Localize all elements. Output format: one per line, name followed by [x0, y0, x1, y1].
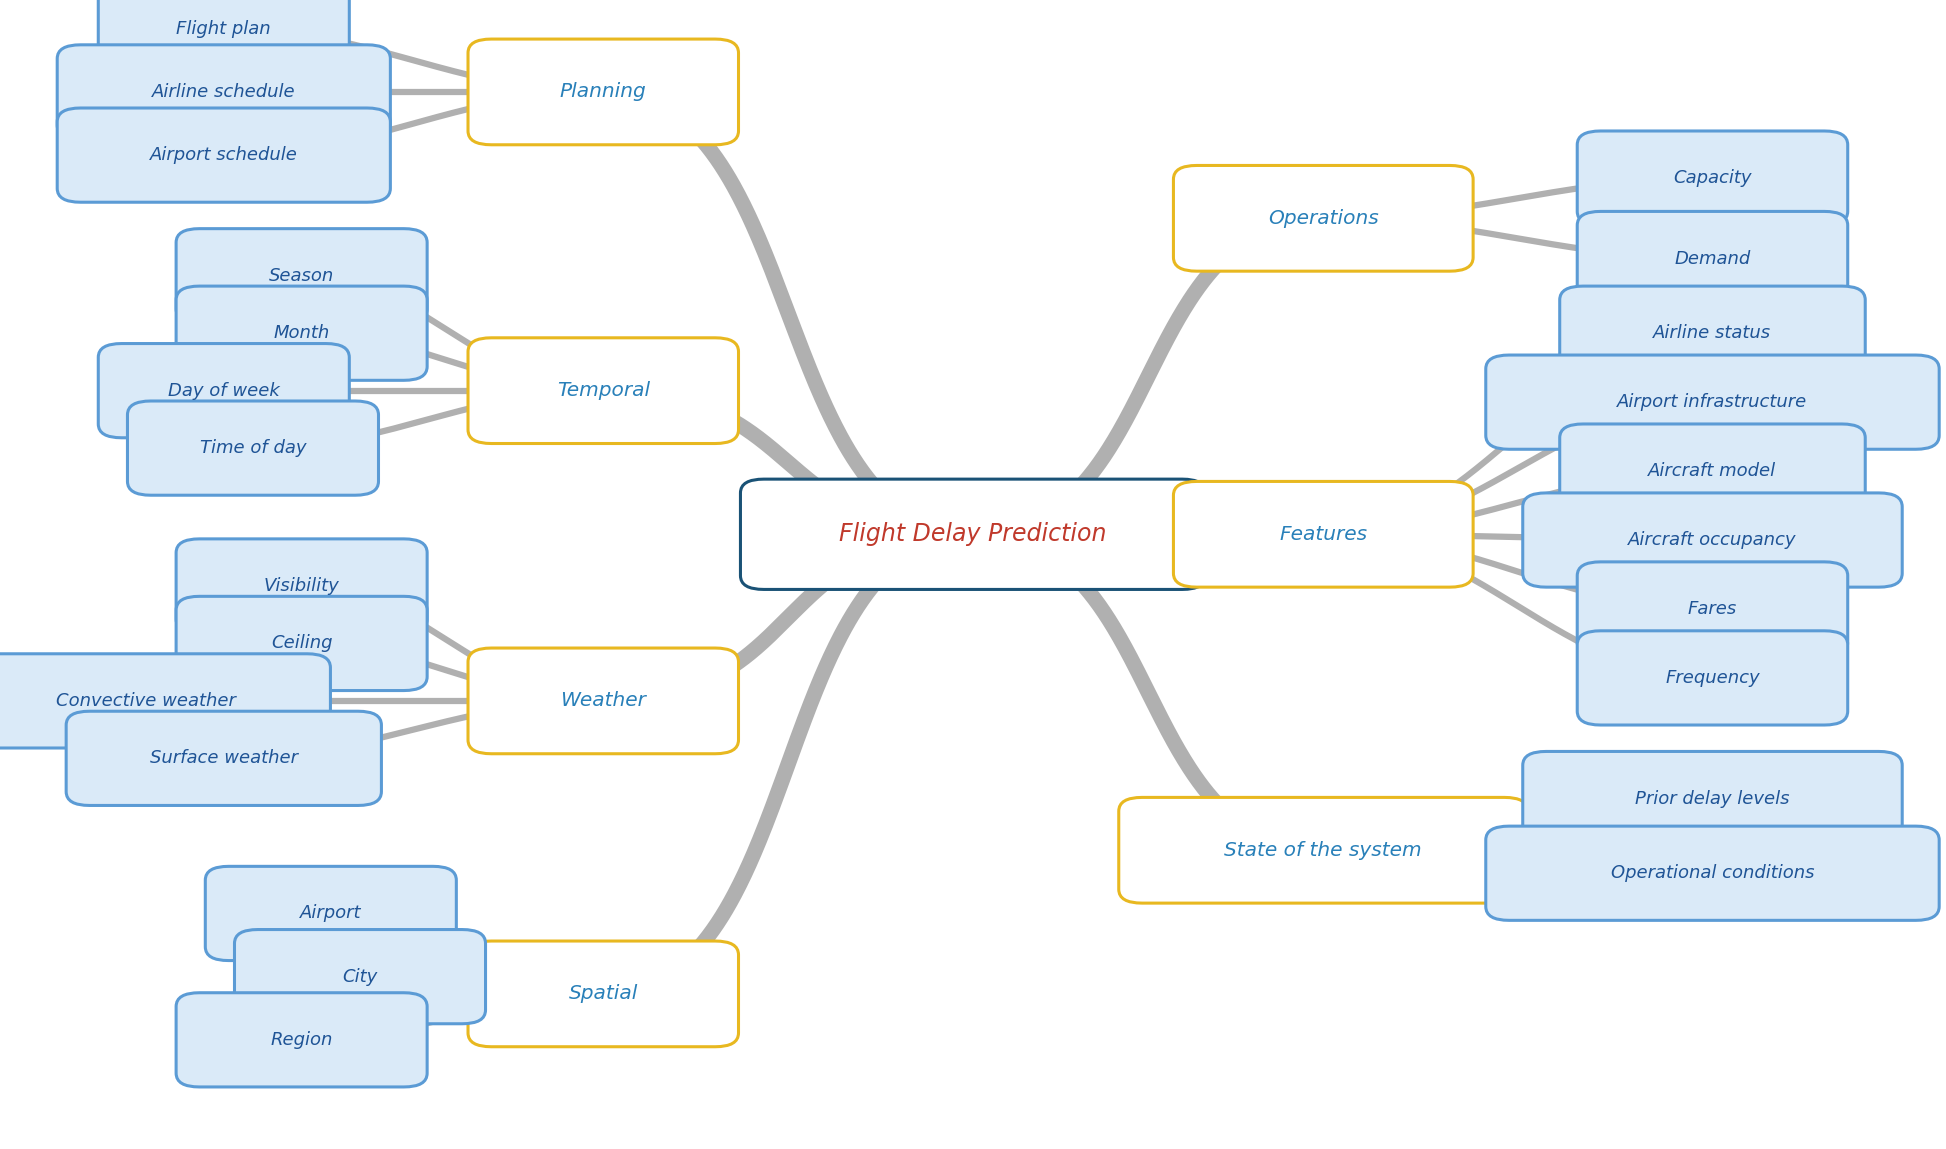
Text: Airport infrastructure: Airport infrastructure: [1617, 393, 1808, 411]
Text: Airport schedule: Airport schedule: [150, 146, 298, 164]
Text: Ceiling: Ceiling: [270, 634, 333, 653]
FancyBboxPatch shape: [1561, 424, 1864, 518]
Text: State of the system: State of the system: [1224, 841, 1423, 859]
FancyBboxPatch shape: [56, 108, 391, 202]
FancyBboxPatch shape: [1576, 631, 1849, 725]
FancyBboxPatch shape: [128, 401, 378, 495]
FancyBboxPatch shape: [467, 941, 739, 1047]
Text: Convective weather: Convective weather: [56, 692, 235, 710]
FancyBboxPatch shape: [235, 930, 486, 1024]
FancyBboxPatch shape: [66, 711, 381, 805]
Text: Surface weather: Surface weather: [150, 749, 298, 768]
FancyBboxPatch shape: [467, 39, 739, 145]
Text: Capacity: Capacity: [1674, 169, 1751, 187]
Text: Airline status: Airline status: [1654, 324, 1771, 342]
FancyBboxPatch shape: [177, 993, 428, 1087]
FancyBboxPatch shape: [206, 866, 457, 961]
Text: Time of day: Time of day: [200, 439, 306, 457]
Text: Operations: Operations: [1269, 209, 1378, 228]
FancyBboxPatch shape: [1487, 355, 1938, 449]
FancyBboxPatch shape: [177, 286, 428, 380]
FancyBboxPatch shape: [739, 479, 1205, 589]
Text: Frequency: Frequency: [1666, 669, 1759, 687]
Text: Flight Delay Prediction: Flight Delay Prediction: [839, 523, 1107, 546]
FancyBboxPatch shape: [1576, 211, 1849, 306]
FancyBboxPatch shape: [1173, 481, 1473, 587]
FancyBboxPatch shape: [97, 344, 350, 438]
Text: Features: Features: [1279, 525, 1368, 543]
FancyBboxPatch shape: [1173, 165, 1473, 271]
Text: Prior delay levels: Prior delay levels: [1635, 789, 1790, 808]
FancyBboxPatch shape: [177, 596, 428, 691]
Text: Fares: Fares: [1687, 600, 1738, 618]
FancyBboxPatch shape: [1522, 493, 1901, 587]
FancyBboxPatch shape: [467, 648, 739, 754]
FancyBboxPatch shape: [1487, 826, 1938, 920]
Text: Demand: Demand: [1674, 249, 1751, 268]
Text: Visibility: Visibility: [265, 577, 339, 595]
Text: Region: Region: [270, 1031, 333, 1049]
Text: Airport: Airport: [300, 904, 362, 923]
FancyBboxPatch shape: [0, 654, 331, 748]
Text: Aircraft occupancy: Aircraft occupancy: [1629, 531, 1796, 549]
Text: Planning: Planning: [560, 83, 646, 101]
FancyBboxPatch shape: [1576, 562, 1849, 656]
FancyBboxPatch shape: [1119, 797, 1528, 903]
Text: Weather: Weather: [560, 692, 646, 710]
FancyBboxPatch shape: [56, 45, 391, 139]
Text: Season: Season: [269, 267, 335, 285]
FancyBboxPatch shape: [1576, 131, 1849, 225]
FancyBboxPatch shape: [467, 338, 739, 444]
Text: Flight plan: Flight plan: [177, 20, 270, 38]
FancyBboxPatch shape: [1522, 751, 1901, 846]
Text: Airline schedule: Airline schedule: [152, 83, 296, 101]
Text: City: City: [342, 967, 378, 986]
Text: Aircraft model: Aircraft model: [1648, 462, 1777, 480]
FancyBboxPatch shape: [177, 539, 428, 633]
Text: Day of week: Day of week: [167, 381, 280, 400]
Text: Month: Month: [274, 324, 329, 342]
FancyBboxPatch shape: [97, 0, 350, 76]
FancyBboxPatch shape: [1561, 286, 1864, 380]
Text: Temporal: Temporal: [557, 381, 650, 400]
FancyBboxPatch shape: [177, 229, 428, 323]
Text: Spatial: Spatial: [568, 985, 638, 1003]
Text: Operational conditions: Operational conditions: [1611, 864, 1814, 882]
